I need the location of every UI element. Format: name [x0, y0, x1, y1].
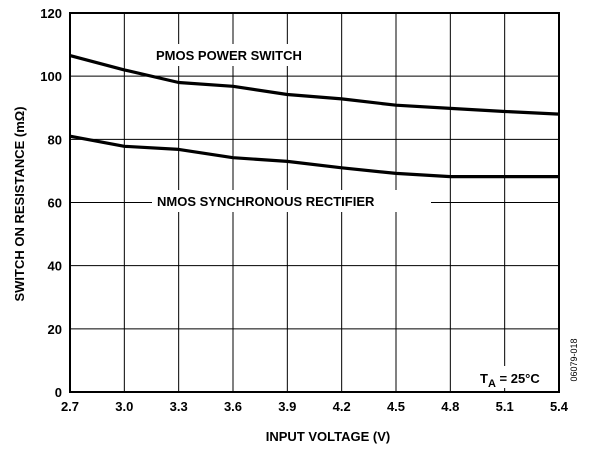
- nmos-label-background: [152, 190, 431, 212]
- nmos-series-line: [69, 134, 559, 179]
- y-tick-label: 120: [40, 6, 62, 21]
- y-tick-label: 80: [48, 132, 62, 147]
- temperature-symbol: T: [480, 371, 488, 386]
- y-tick-label: 60: [48, 196, 62, 211]
- nmos-series-label: NMOS SYNCHRONOUS RECTIFIER: [157, 194, 375, 209]
- pmos-label-background: [150, 44, 340, 66]
- x-tick-label: 5.4: [550, 399, 569, 414]
- temperature-note-background: [474, 366, 556, 388]
- x-tick-label: 4.2: [333, 399, 351, 414]
- x-tick-label: 3.9: [278, 399, 296, 414]
- x-tick-label: 4.5: [387, 399, 405, 414]
- figure-id: 06079-018: [569, 338, 579, 381]
- pmos-series-line: [69, 54, 560, 116]
- series-lines: [69, 54, 560, 179]
- x-tick-label: 2.7: [61, 399, 79, 414]
- x-tick-label: 3.3: [170, 399, 188, 414]
- y-tick-label: 40: [48, 259, 62, 274]
- x-tick-label: 5.1: [496, 399, 514, 414]
- pmos-series-label: PMOS POWER SWITCH: [156, 48, 302, 63]
- y-tick-label: 100: [40, 69, 62, 84]
- temperature-note: TA = 25°C: [480, 371, 540, 390]
- x-axis-title: INPUT VOLTAGE (V): [266, 429, 390, 444]
- tick-labels: 2.7 3.0 3.3 3.6 3.9 4.2 4.5 4.8 5.1 5.4 0 20 40 60 80 1…: [40, 6, 569, 414]
- y-axis-title: SWITCH ON RESISTANCE (mΩ): [12, 106, 27, 301]
- x-tick-label: 3.6: [224, 399, 242, 414]
- x-tick-label: 4.8: [441, 399, 459, 414]
- plot-border: [69, 12, 560, 393]
- y-tick-label: 0: [55, 385, 62, 400]
- temperature-subscript: A: [488, 378, 496, 390]
- plot-frame: [69, 12, 560, 393]
- y-tick-label: 20: [48, 322, 62, 337]
- x-tick-label: 3.0: [115, 399, 133, 414]
- temperature-value: = 25°C: [496, 371, 540, 386]
